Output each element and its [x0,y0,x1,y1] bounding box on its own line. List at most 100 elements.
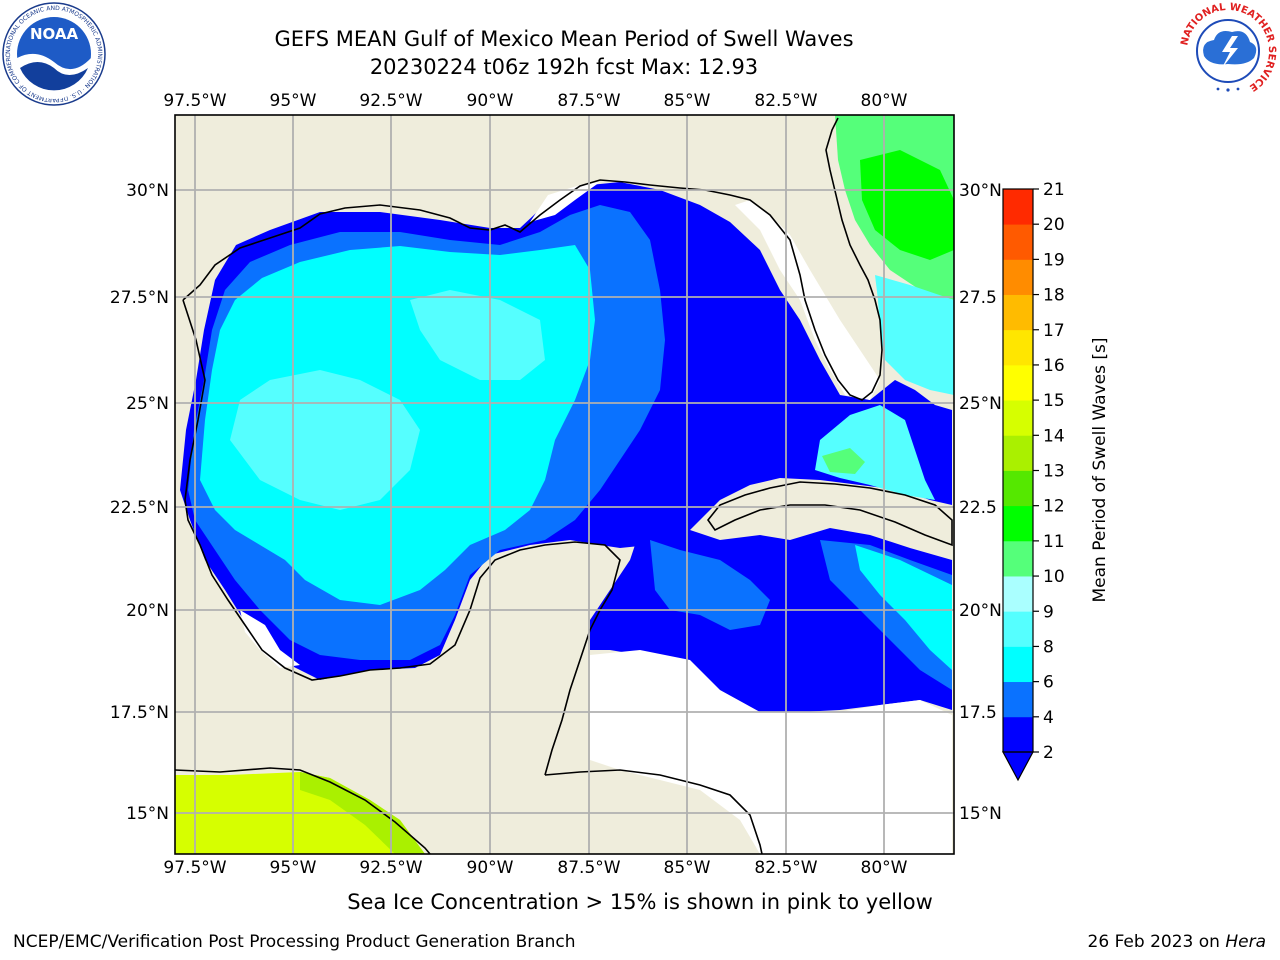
colorbar-swatch [1003,716,1033,753]
lat-labels-right: 30°N 27.5 25°N 22.5 20°N 17.5 15°N [959,181,1002,824]
lat-label-left: 22.5°N [110,498,169,518]
coastlines [175,117,953,854]
colorbar-tick-label: 6 [1043,673,1054,693]
lon-label-top: 82.5°W [754,91,817,111]
colorbar-swatch [1003,294,1033,331]
date-text: 26 Feb 2023 on [1087,932,1220,952]
lat-label-right: 20°N [959,601,1002,621]
coast-gulf-north [182,117,883,401]
lon-label-bottom: 92.5°W [359,858,422,878]
colorbar-swatch [1003,470,1033,507]
noaa-logo-text: NOAA [30,25,79,43]
colorbar-ticks: 2 4 6 8 9 10 11 12 13 14 15 16 17 18 19 20 21 [1033,180,1065,763]
coast-honduras [544,769,763,854]
colorbar-tick-label: 19 [1043,250,1065,270]
colorbar-tick-label: 16 [1043,356,1065,376]
lat-label-right: 22.5 [959,498,997,518]
colorbar-tick-label: 9 [1043,602,1054,622]
lon-label-top: 95°W [270,91,317,111]
lat-label-right: 17.5 [959,703,997,723]
colorbar-swatch [1003,400,1033,436]
colorbar-swatch [1003,364,1033,401]
lon-label-bottom: 87.5°W [557,858,620,878]
caribbean-swell-field-mid [650,540,770,630]
colorbar-swatch [1003,646,1033,683]
sea-ice-note: Sea Ice Concentration > 15% is shown in … [347,890,933,914]
noaa-logo-icon: NATIONAL OCEANIC AND ATMOSPHERIC ADMINIS… [2,2,106,106]
lon-labels-top: 97.5°W 95°W 92.5°W 90°W 87.5°W 85°W 82.5… [163,91,907,111]
no-data-yucatan [240,610,300,668]
map-area [175,115,954,854]
colorbar-tick-label: 11 [1043,532,1065,552]
straits-swell-field [815,405,935,500]
colorbar-tick-label: 20 [1043,215,1065,235]
no-data-northeast-gulf [735,200,880,400]
colorbar-tick-label: 13 [1043,462,1065,482]
coast-gulf-west [182,299,621,776]
colorbar-tick-label: 4 [1043,708,1054,728]
gulf-swell-patch-light [230,370,420,510]
lat-label-left: 15°N [126,804,169,824]
lon-label-top: 80°W [861,91,908,111]
lat-label-right: 15°N [959,804,1002,824]
colorbar-swatch [1003,329,1033,366]
lat-label-left: 30°N [126,181,169,201]
colorbar-swatch [1003,435,1033,471]
graticule [175,115,954,854]
colorbar-swatch [1003,576,1033,612]
lon-label-top: 85°W [664,91,711,111]
lon-label-bottom: 82.5°W [754,858,817,878]
colorbar-swatch [1003,540,1033,577]
colorbar-tick-label: 18 [1043,286,1065,306]
no-data-caribbean-south [590,650,952,854]
colorbar-extend-arrow [1001,751,1035,782]
lat-label-right: 30°N [959,181,1002,201]
no-data-north-gulf [530,182,600,222]
lat-label-right: 25°N [959,394,1002,414]
lat-label-left: 25°N [126,394,169,414]
chart-subtitle: 20230224 t06z 192h fcst Max: 12.93 [369,55,759,79]
lon-label-bottom: 80°W [861,858,908,878]
colorbar-tick-label: 17 [1043,321,1065,341]
colorbar-swatch [1003,189,1033,225]
atlantic-swell-field-cyan [875,275,954,395]
lat-label-left: 27.5°N [110,288,169,308]
straits-swell-field-green [822,448,865,474]
credit-line: NCEP/EMC/Verification Post Processing Pr… [13,932,576,952]
date-line: 26 Feb 2023 on Hera [1088,932,1266,952]
lon-label-bottom: 97.5°W [163,858,226,878]
colorbar-swatch [1003,224,1033,260]
lon-label-top: 90°W [467,91,514,111]
lat-label-right: 27.5 [959,288,997,308]
lat-labels-left: 30°N 27.5°N 25°N 22.5°N 20°N 17.5°N 15°N [110,181,169,824]
lon-label-top: 92.5°W [359,91,422,111]
colorbar-tick-label: 14 [1043,426,1065,446]
colorbar-tick-label: 10 [1043,567,1065,587]
colorbar-tick-label: 8 [1043,637,1054,657]
coast-cuba [707,481,953,547]
colorbar-tick-label: 12 [1043,497,1065,517]
chart-title: GEFS MEAN Gulf of Mexico Mean Period of … [274,27,854,51]
colorbar-swatches [1003,189,1033,753]
lat-label-left: 20°N [126,601,169,621]
lon-label-top: 97.5°W [163,91,226,111]
colorbar-label: Mean Period of Swell Waves [s] [1090,338,1110,603]
machine-name: Hera [1225,932,1266,952]
colorbar-swatch [1003,611,1033,647]
lon-label-bottom: 85°W [664,858,711,878]
colorbar-swatch [1003,681,1033,718]
colorbar-tick-label: 21 [1043,180,1065,200]
gulf-swell-patch-light-2 [410,290,545,380]
lon-label-bottom: 95°W [270,858,317,878]
colorbar-swatch [1003,259,1033,295]
map-frame [174,114,955,855]
lon-label-top: 87.5°W [557,91,620,111]
caribbean-swell-field-east-core [855,545,952,670]
lon-labels-bottom: 97.5°W 95°W 92.5°W 90°W 87.5°W 85°W 82.5… [163,858,907,878]
lat-label-left: 17.5°N [110,703,169,723]
nws-logo-icon: NATIONAL WEATHER SERVICE [1179,2,1277,99]
colorbar: 2 4 6 8 9 10 11 12 13 14 15 16 17 18 19 20 21 Mean Perio… [1001,180,1110,782]
colorbar-tick-label: 2 [1043,743,1054,763]
colorbar-swatch [1003,505,1033,542]
